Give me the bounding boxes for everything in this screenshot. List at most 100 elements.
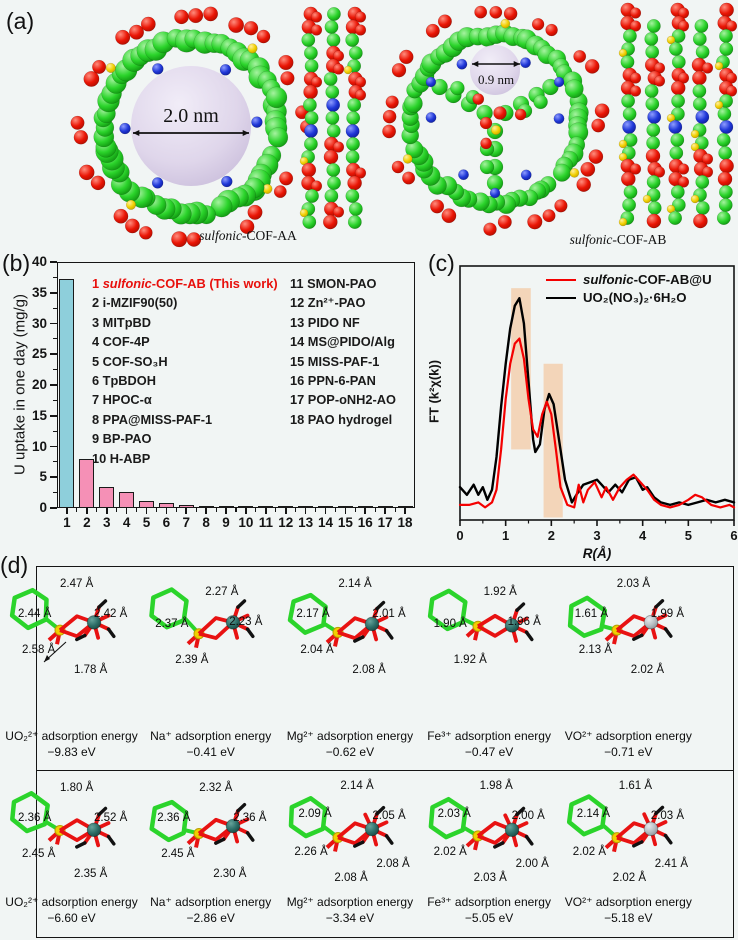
molecule-caption: Na⁺ adsorption energy −2.86 eV — [137, 894, 284, 926]
x-tick-label: 12 — [278, 515, 294, 530]
y-tick-label: 10 — [31, 438, 47, 454]
legend-item: 12 Zn²⁺-PAO — [290, 295, 366, 311]
caption-cof-aa-rest: -COF-AA — [241, 228, 297, 243]
bond-length-label: 2.52 Å — [94, 812, 128, 824]
molecule-caption: UO₂²⁺ adsorption energy −6.60 eV — [0, 894, 145, 926]
y-axis-tick — [50, 384, 57, 386]
ion-label: Mg²⁺ — [286, 895, 314, 909]
bar — [59, 279, 75, 508]
x-tick-label: 9 — [222, 515, 230, 530]
y-tick-label: 30 — [31, 315, 47, 331]
bar — [318, 506, 333, 509]
legend-item: 6 TpBDOH — [92, 373, 156, 389]
caption-ion-line: Fe³⁺ adsorption energy — [416, 894, 563, 910]
bond-length-label: 2.36 Å — [18, 812, 52, 824]
y-tick-label: 15 — [31, 407, 47, 423]
bar — [397, 506, 413, 509]
bond-length-label: 1.90 Å — [433, 618, 467, 630]
legend-item: 16 PPN-6-PAN — [290, 373, 376, 389]
bond-length-label: 2.13 Å — [578, 644, 613, 656]
molecule-cell-UO₂²⁺: 1.80 Å 2.36 Å 2.52 Å 2.45 Å 2.35 Å UO₂²⁺ adso… — [2, 770, 141, 938]
bond-length-label: 2.14 Å — [340, 780, 374, 792]
x-axis-minor-tick — [334, 508, 337, 512]
x-tick-label: 8 — [202, 515, 210, 530]
metal-center — [225, 615, 241, 630]
metal-center — [86, 615, 102, 630]
molecule-caption: UO₂²⁺ adsorption energy −9.83 eV — [0, 728, 145, 760]
legend-item: 15 MISS-PAF-1 — [290, 353, 380, 369]
x-axis-tick — [384, 508, 386, 514]
x-tick-label: 17 — [377, 515, 393, 530]
x-tick-label: 5 — [142, 515, 151, 530]
y-axis-tick — [50, 322, 57, 325]
bond-length-label: 2.17 Å — [296, 608, 330, 620]
bond-length-label: 2.42 Å — [94, 608, 128, 620]
ion-label: Mg²⁺ — [286, 729, 314, 743]
bond-length-label: 1.61 Å — [574, 608, 609, 620]
bond-length-label: 2.32 Å — [199, 782, 233, 794]
bond-length-label: 2.08 Å — [334, 872, 368, 884]
x-tick-label: 3 — [593, 528, 600, 543]
molecule-cell-UO₂²⁺: 2.47 Å 2.44 Å 2.42 Å 2.58 Å 1.78 Å UO₂²⁺ adso… — [2, 566, 141, 770]
bond-length-label: 2.01 Å — [372, 608, 406, 620]
bar — [99, 487, 115, 508]
y-axis-minor-tick — [53, 492, 57, 494]
x-axis-tick — [284, 508, 287, 514]
caption-suffix: adsorption energy — [313, 729, 414, 743]
legend-item: 10 H-ABP — [92, 450, 151, 466]
bond-length-label: 2.03 Å — [473, 872, 507, 884]
x-tick-label: 6 — [162, 515, 171, 530]
y-axis-tick — [50, 507, 57, 509]
y-tick-label: 20 — [31, 377, 47, 392]
x-axis-minor-tick — [374, 508, 376, 512]
bond-length-label: 2.08 Å — [352, 664, 386, 676]
highlight-band — [543, 363, 563, 518]
molecule-caption: Mg²⁺ adsorption energy −3.34 eV — [276, 894, 423, 926]
bond-length-label: 2.02 Å — [572, 846, 607, 858]
legend-label-cof-ab-u: sulfonic-COF-AB@U — [583, 272, 712, 287]
bond-length-label: 2.03 Å — [650, 810, 685, 822]
phenyl-ring — [288, 592, 329, 635]
x-axis-tick — [105, 508, 108, 514]
panel-c-exafs-plot: (c) 0 1 2 3 4 5 6 R(Å) FT (k²χ(k)) sulfonic-COF… — [420, 248, 738, 561]
legend-item: 17 POP-oNH2-AO — [290, 392, 396, 408]
x-tick-label: 2 — [548, 528, 555, 543]
cof-ab-stacking-side-view — [618, 2, 738, 229]
caption-cof-ab: sulfonic-COF-AB — [548, 232, 688, 248]
x-tick-label: 11 — [258, 515, 273, 530]
bar — [119, 492, 135, 508]
molecule-cell-Mg²⁺: 2.14 Å 2.17 Å 2.01 Å 2.04 Å 2.08 Å Mg²⁺ adsor… — [280, 566, 419, 770]
annotation-arrow — [44, 655, 50, 662]
phenyl-ring — [566, 794, 607, 837]
legend-item: 11 SMON-PAO — [290, 276, 377, 291]
x-axis-tick — [364, 508, 367, 514]
panel-b-label: (b) — [2, 250, 31, 276]
series-line-black — [458, 297, 736, 507]
x-tick-label: 0 — [456, 528, 463, 543]
caption-suffix: adsorption energy — [592, 729, 692, 743]
exafs-legend: sulfonic-COF-AB@U UO₂(NO₃)₂·6H₂O — [546, 272, 712, 305]
ion-label: UO₂²⁺ — [5, 729, 39, 743]
x-tick-label: 1 — [63, 515, 71, 530]
molecule-caption: Mg²⁺ adsorption energy −0.62 eV — [276, 728, 423, 760]
molecule-graphic — [427, 588, 534, 643]
energy-value: −0.47 eV — [464, 745, 514, 759]
panel-d-border-box — [36, 566, 734, 938]
bar — [377, 506, 393, 509]
x-tick-label: 4 — [122, 515, 131, 530]
bar — [337, 506, 353, 509]
phenyl-ring — [567, 595, 607, 638]
caption-suffix: adsorption energy — [451, 729, 551, 743]
pore-sphere-ab — [470, 45, 520, 95]
y-axis-tick — [50, 476, 57, 479]
metal-center — [365, 616, 380, 632]
x-axis-title: R(Å) — [583, 546, 612, 561]
x-axis-tick — [205, 508, 207, 514]
energy-value: −5.18 eV — [604, 911, 653, 925]
exafs-y-axis-title: FT (k²χ(k)) — [426, 359, 442, 424]
legend-item: 8 PPA@MISS-PAF-1 — [92, 411, 213, 427]
y-axis-minor-tick — [53, 461, 57, 463]
x-axis-tick — [125, 508, 128, 514]
x-axis-minor-tick — [314, 508, 317, 512]
molecule-graphic — [567, 595, 673, 645]
